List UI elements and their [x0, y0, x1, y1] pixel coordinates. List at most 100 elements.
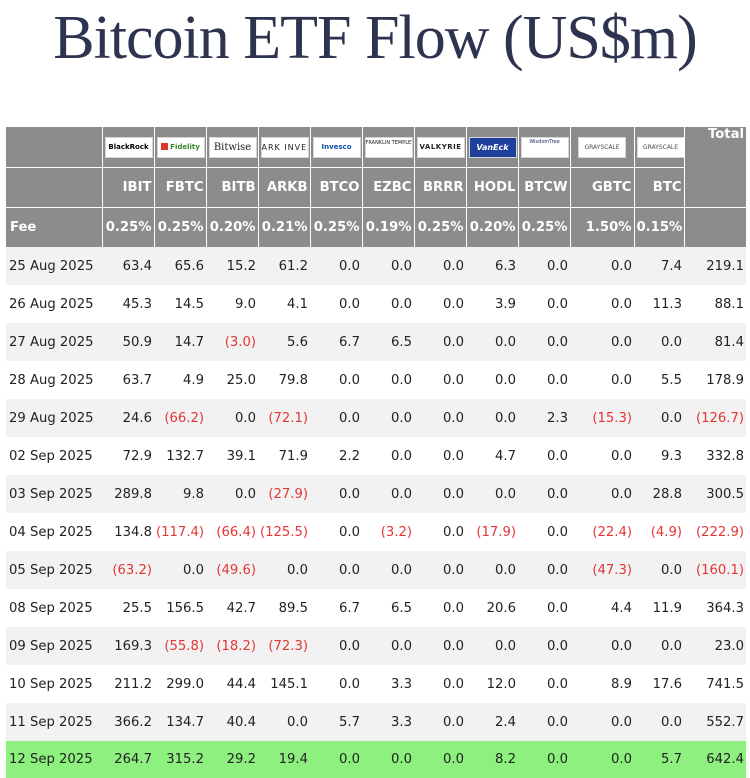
flow-cell: 0.0	[310, 513, 362, 551]
flow-cell: 28.8	[634, 475, 684, 513]
flow-cell: 63.4	[102, 247, 154, 285]
flow-cell: 9.8	[154, 475, 206, 513]
flow-cell: 0.0	[518, 513, 570, 551]
flow-cell: 0.0	[414, 323, 466, 361]
ticker-header: ARKB	[257, 167, 310, 208]
flow-cell: 0.0	[518, 323, 570, 361]
flow-cell: 89.5	[258, 589, 310, 627]
table-row: 26 Aug 2025 45.3 14.5 9.0 4.1 0.0 0.0 0.0 3.9 0.0…	[6, 285, 746, 323]
date-cell: 03 Sep 2025	[6, 475, 102, 513]
ark-invest-logo: ARK INVEST	[260, 136, 309, 158]
date-cell: 29 Aug 2025	[6, 399, 102, 437]
flow-cell: 0.0	[206, 475, 258, 513]
flow-cell: 9.0	[206, 285, 258, 323]
flow-cell: 6.7	[310, 323, 362, 361]
table-row: 05 Sep 2025 (63.2) 0.0 (49.6) 0.0 0.0 0.0 0.0 0.…	[6, 551, 746, 589]
fee-value: 0.20%	[465, 207, 518, 247]
flow-cell: 0.0	[570, 247, 634, 285]
flow-cell: 0.0	[310, 399, 362, 437]
flow-cell: (72.3)	[258, 627, 310, 665]
table-row: 28 Aug 2025 63.7 4.9 25.0 79.8 0.0 0.0 0.0 0.0 0.…	[6, 361, 746, 399]
fee-row: Fee 0.25% 0.25% 0.20% 0.21% 0.25% 0.19% …	[6, 207, 746, 247]
fee-value: 0.21%	[257, 207, 310, 247]
fee-total-blank	[683, 207, 746, 247]
fee-value: 0.19%	[361, 207, 414, 247]
flow-cell: 134.7	[154, 703, 206, 741]
flow-cell: 11.9	[634, 589, 684, 627]
date-cell: 08 Sep 2025	[6, 589, 102, 627]
flow-cell: 0.0	[634, 323, 684, 361]
flow-cell: 0.0	[518, 589, 570, 627]
flow-cell: 0.0	[634, 551, 684, 589]
flow-cell: 8.2	[466, 741, 518, 778]
flow-cell: 6.5	[362, 323, 414, 361]
flow-cell: 5.5	[634, 361, 684, 399]
flow-cell: 65.6	[154, 247, 206, 285]
flow-cell: 0.0	[518, 247, 570, 285]
total-cell: 552.7	[684, 703, 746, 741]
date-cell: 02 Sep 2025	[6, 437, 102, 475]
total-cell: 741.5	[684, 665, 746, 703]
flow-cell: 0.0	[570, 627, 634, 665]
ticker-header: BRRR	[413, 167, 466, 208]
date-cell: 11 Sep 2025	[6, 703, 102, 741]
flow-cell: 264.7	[102, 741, 154, 778]
flow-cell: 0.0	[362, 627, 414, 665]
flow-cell: 6.5	[362, 589, 414, 627]
flow-cell: 0.0	[310, 247, 362, 285]
flow-cell: (55.8)	[154, 627, 206, 665]
flow-cell: 315.2	[154, 741, 206, 778]
bitwise-logo: Bitwise	[208, 136, 257, 158]
flow-cell: 24.6	[102, 399, 154, 437]
table-row: 03 Sep 2025 289.8 9.8 0.0 (27.9) 0.0 0.0 0.0 0.0…	[6, 475, 746, 513]
flow-cell: 5.7	[310, 703, 362, 741]
flow-cell: 0.0	[310, 665, 362, 703]
flow-cell: 5.6	[258, 323, 310, 361]
flow-cell: (49.6)	[206, 551, 258, 589]
flow-cell: 12.0	[466, 665, 518, 703]
flow-cell: 0.0	[414, 551, 466, 589]
flow-cell: 79.8	[258, 361, 310, 399]
flow-cell: 0.0	[466, 399, 518, 437]
flow-cell: 2.4	[466, 703, 518, 741]
flow-cell: 14.7	[154, 323, 206, 361]
flow-cell: 2.3	[518, 399, 570, 437]
total-column-header: Total	[683, 127, 746, 208]
flow-cell: 0.0	[414, 741, 466, 778]
wisdomtree-logo: WisdomTree	[520, 136, 569, 158]
fee-value: 0.25%	[101, 207, 154, 247]
flow-cell: 0.0	[414, 513, 466, 551]
flow-cell: 134.8	[102, 513, 154, 551]
flow-cell: 0.0	[414, 475, 466, 513]
fee-value: 0.25%	[153, 207, 206, 247]
flow-cell: 71.9	[258, 437, 310, 475]
flow-cell: 0.0	[570, 475, 634, 513]
flow-cell: 0.0	[414, 703, 466, 741]
flow-cell: 4.4	[570, 589, 634, 627]
total-cell: 364.3	[684, 589, 746, 627]
flow-cell: 0.0	[310, 285, 362, 323]
flow-cell: 211.2	[102, 665, 154, 703]
flow-cell: 39.1	[206, 437, 258, 475]
flow-cell: 0.0	[414, 437, 466, 475]
table-row: 12 Sep 2025 264.7 315.2 29.2 19.4 0.0 0.0 0.0 8.…	[6, 741, 746, 778]
flow-cell: 2.2	[310, 437, 362, 475]
flow-cell: 0.0	[362, 285, 414, 323]
table-row: 11 Sep 2025 366.2 134.7 40.4 0.0 5.7 3.3 0.0 2.4…	[6, 703, 746, 741]
date-cell: 25 Aug 2025	[6, 247, 102, 285]
date-cell: 09 Sep 2025	[6, 627, 102, 665]
total-cell: 300.5	[684, 475, 746, 513]
flow-cell: 19.4	[258, 741, 310, 778]
flow-cell: 145.1	[258, 665, 310, 703]
ticker-row: IBIT FBTC BITB ARKB BTCO EZBC BRRR HODL …	[6, 167, 746, 208]
table-row: 29 Aug 2025 24.6 (66.2) 0.0 (72.1) 0.0 0.0 0.0 0…	[6, 399, 746, 437]
flow-cell: (4.9)	[634, 513, 684, 551]
flow-cell: 7.4	[634, 247, 684, 285]
flow-cell: 0.0	[466, 475, 518, 513]
flow-cell: 0.0	[518, 665, 570, 703]
flow-cell: 0.0	[414, 285, 466, 323]
flow-cell: 0.0	[414, 589, 466, 627]
flow-cell: 289.8	[102, 475, 154, 513]
ticker-header: BITB	[205, 167, 258, 208]
flow-cell: 0.0	[518, 437, 570, 475]
